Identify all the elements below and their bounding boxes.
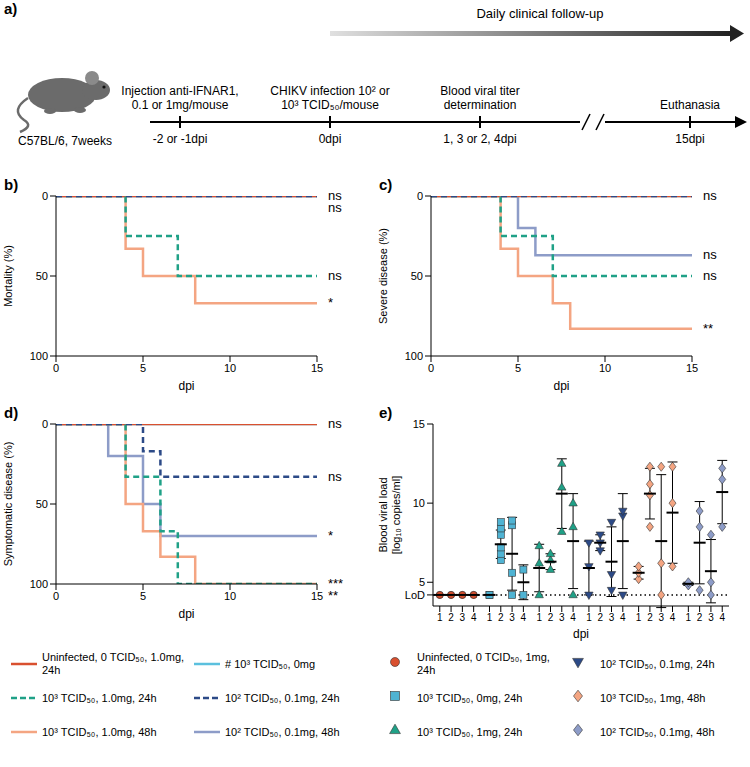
html-text:10² TCID₅₀, 0.1mg, 48h: 10² TCID₅₀, 0.1mg, 48h	[225, 725, 340, 738]
html-text:10² TCID₅₀, 0.1mg, 48h: 10² TCID₅₀, 0.1mg, 48h	[600, 725, 715, 738]
svg-text:4: 4	[620, 612, 626, 623]
svg-text:0: 0	[53, 590, 59, 602]
html-text:15dpi: 15dpi	[675, 132, 705, 146]
html-text:ns: ns	[328, 200, 342, 215]
html-text:10² TCID₅₀, 0.1mg, 24h: 10² TCID₅₀, 0.1mg, 24h	[600, 657, 715, 670]
svg-text:dpi: dpi	[178, 607, 194, 621]
html-text:a): a)	[4, 0, 18, 17]
html-text:ns: ns	[328, 468, 342, 484]
html-text:ns: ns	[703, 268, 717, 283]
svg-text:50: 50	[36, 270, 48, 282]
html-text:10² TCID₅₀, 0.1mg, 24h: 10² TCID₅₀, 0.1mg, 24h	[225, 691, 340, 704]
svg-text:100: 100	[30, 578, 48, 590]
html-text:Euthanasia: Euthanasia	[660, 98, 720, 112]
html-text:Injection anti-IFNAR1, 0.1 or: Injection anti-IFNAR1, 0.1 or 1mg/mouse	[121, 84, 239, 112]
svg-text:0: 0	[42, 190, 48, 202]
html-text:c): c)	[379, 176, 393, 193]
svg-text:15: 15	[686, 362, 698, 374]
svg-text:0: 0	[428, 362, 434, 374]
svg-text:15: 15	[311, 590, 323, 602]
svg-text:5: 5	[140, 362, 146, 374]
svg-text:15: 15	[413, 418, 425, 430]
html-text:10³ TCID₅₀, 1.0mg, 24h: 10³ TCID₅₀, 1.0mg, 24h	[42, 691, 157, 704]
svg-text:Mortality (%): Mortality (%)	[2, 245, 14, 307]
svg-text:2: 2	[498, 612, 504, 623]
svg-text:3: 3	[460, 612, 466, 623]
svg-text:1: 1	[686, 612, 692, 623]
svg-text:100: 100	[30, 350, 48, 362]
svg-text:1: 1	[586, 612, 592, 623]
svg-text:50: 50	[36, 498, 48, 510]
html-text:10³ TCID₅₀, 1mg, 24h: 10³ TCID₅₀, 1mg, 24h	[417, 725, 523, 738]
svg-text:10: 10	[224, 362, 236, 374]
html-text:C57BL/6, 7weeks: C57BL/6, 7weeks	[18, 134, 112, 148]
html-text:e): e)	[379, 404, 393, 421]
svg-text:15: 15	[311, 362, 323, 374]
html-text:10³ TCID₅₀, 1mg, 48h: 10³ TCID₅₀, 1mg, 48h	[600, 691, 706, 704]
svg-text:3: 3	[708, 612, 714, 623]
svg-text:50: 50	[411, 270, 423, 282]
svg-text:10: 10	[599, 362, 611, 374]
html-text:CHIKV infection 10² or 10³ TCI: CHIKV infection 10² or 10³ TCID₅₀/mouse	[270, 84, 390, 112]
svg-text:3: 3	[609, 612, 615, 623]
svg-text:1: 1	[636, 612, 642, 623]
svg-text:0: 0	[42, 418, 48, 430]
html-text:ns: ns	[328, 416, 342, 431]
svg-text:10: 10	[224, 590, 236, 602]
html-text:# 10³ TCID₅₀, 0mg: # 10³ TCID₅₀, 0mg	[225, 657, 316, 670]
svg-text:2: 2	[548, 612, 554, 623]
svg-text:[log₁₀ copies/ml]: [log₁₀ copies/ml]	[390, 476, 402, 555]
html-text:b): b)	[4, 176, 19, 193]
html-text:ns: ns	[328, 268, 342, 283]
svg-text:1: 1	[487, 612, 493, 623]
svg-text:4: 4	[471, 612, 477, 623]
svg-text:4: 4	[570, 612, 576, 623]
svg-text:dpi: dpi	[178, 379, 194, 393]
html-text:ns: ns	[328, 188, 342, 203]
svg-text:2: 2	[597, 612, 603, 623]
html-text:ns: ns	[703, 247, 717, 263]
svg-text:Severe disease (%): Severe disease (%)	[377, 228, 389, 324]
svg-text:2: 2	[647, 612, 653, 623]
html-text:ns: ns	[703, 188, 717, 203]
html-text:0dpi: 0dpi	[318, 132, 342, 146]
svg-text:3: 3	[658, 612, 664, 623]
svg-text:2: 2	[448, 612, 454, 623]
svg-text:3: 3	[509, 612, 515, 623]
svg-text:LoD: LoD	[405, 589, 425, 601]
svg-text:3: 3	[559, 612, 565, 623]
svg-text:Symptomatic disease (%): Symptomatic disease (%)	[2, 442, 14, 567]
html-text:d): d)	[4, 404, 19, 421]
html-text:1, 3 or 2, 4dpi: 1, 3 or 2, 4dpi	[443, 132, 517, 146]
svg-text:100: 100	[405, 350, 423, 362]
svg-text:0: 0	[417, 190, 423, 202]
svg-text:0: 0	[53, 362, 59, 374]
html-text:Blood viral titer determinatio: Blood viral titer determination	[440, 84, 520, 112]
svg-text:10: 10	[413, 497, 425, 509]
html-text:10³ TCID₅₀, 1.0mg, 48h: 10³ TCID₅₀, 1.0mg, 48h	[42, 725, 157, 738]
svg-text:5: 5	[515, 362, 521, 374]
svg-text:dpi: dpi	[573, 627, 589, 641]
svg-text:4: 4	[719, 612, 725, 623]
svg-text:4: 4	[521, 612, 527, 623]
html-text:-2 or -1dpi: -2 or -1dpi	[152, 132, 208, 146]
html-text:Daily clinical follow-up: Daily clinical follow-up	[476, 6, 604, 21]
html-text:10³ TCID₅₀, 0mg, 24h: 10³ TCID₅₀, 0mg, 24h	[417, 691, 523, 704]
svg-text:Blood viral load: Blood viral load	[377, 477, 389, 552]
html-text:Uninfected, 0 TCID₅₀, 1mg, 24h: Uninfected, 0 TCID₅₀, 1mg, 24h	[417, 651, 550, 676]
html-text:Uninfected, 0 TCID₅₀, 1.0mg, 2: Uninfected, 0 TCID₅₀, 1.0mg, 24h	[42, 651, 185, 676]
svg-text:2: 2	[697, 612, 703, 623]
svg-text:1: 1	[536, 612, 542, 623]
svg-text:5: 5	[140, 590, 146, 602]
svg-text:1: 1	[437, 612, 443, 623]
svg-text:5: 5	[419, 576, 425, 588]
svg-text:dpi: dpi	[553, 379, 569, 393]
svg-text:4: 4	[670, 612, 676, 623]
